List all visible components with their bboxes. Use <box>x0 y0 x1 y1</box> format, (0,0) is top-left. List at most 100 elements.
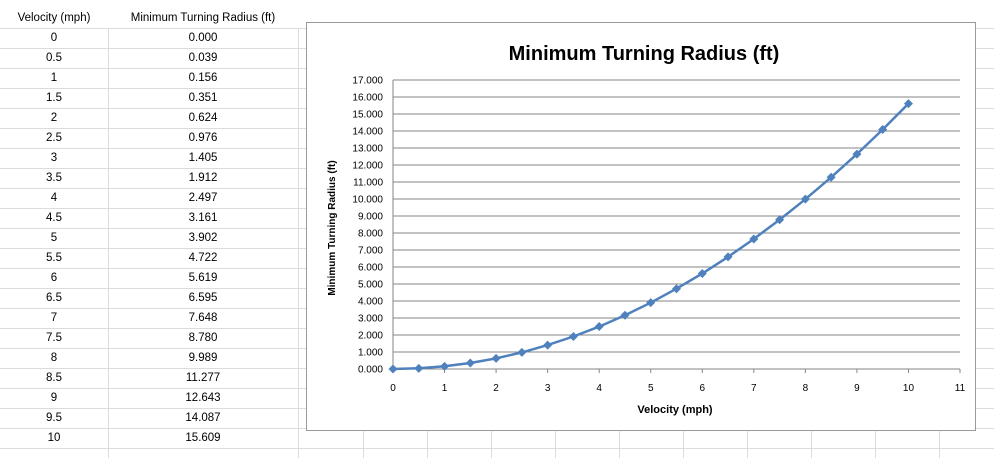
data-point-marker <box>826 172 836 182</box>
velocity-cell[interactable]: 4.5 <box>46 212 62 224</box>
velocity-cell[interactable]: 3.5 <box>46 172 62 184</box>
velocity-cell[interactable]: 4 <box>50 192 58 204</box>
velocity-cell[interactable]: 8.5 <box>46 372 62 384</box>
velocity-cell[interactable]: 9 <box>50 392 58 404</box>
velocity-cell[interactable]: 1.5 <box>46 92 62 104</box>
y-tick-label: 17.000 <box>352 76 383 87</box>
data-point-marker <box>414 363 424 373</box>
velocity-cell[interactable]: 2 <box>50 112 58 124</box>
velocity-cell[interactable]: 0 <box>50 32 58 44</box>
radius-cell[interactable]: 4.722 <box>188 252 218 264</box>
data-point-marker <box>903 99 913 109</box>
radius-cell[interactable]: 3.161 <box>188 212 218 224</box>
y-tick-label: 2.000 <box>358 331 383 342</box>
y-tick-label: 6.000 <box>358 263 383 274</box>
data-point-marker <box>672 284 681 294</box>
data-point-marker <box>646 298 656 308</box>
x-tick-label: 2 <box>493 383 499 394</box>
data-point-marker <box>465 358 475 368</box>
radius-cell[interactable]: 9.989 <box>188 352 218 364</box>
x-axis-label: Velocity (mph) <box>637 404 713 416</box>
radius-cell[interactable]: 0.000 <box>188 32 218 44</box>
x-tick-labels: 0 1 2 3 4 5 6 7 8 9 10 11 <box>390 369 966 394</box>
velocity-cell[interactable]: 6 <box>50 272 58 284</box>
column-header-velocity[interactable]: Velocity (mph) <box>17 12 91 24</box>
radius-cell[interactable]: 0.351 <box>188 92 218 104</box>
x-tick-label: 7 <box>751 383 757 394</box>
series-markers <box>388 99 913 374</box>
y-tick-label: 1.000 <box>358 348 383 359</box>
radius-cell[interactable]: 2.497 <box>188 192 218 204</box>
radius-cell[interactable]: 12.643 <box>185 392 221 404</box>
y-tick-label: 5.000 <box>358 280 383 291</box>
line-chart: 0.000 1.000 2.000 3.000 4.000 5.000 6.000 7.000… <box>327 43 966 416</box>
x-tick-label: 6 <box>699 383 705 394</box>
x-tick-label: 1 <box>442 383 448 394</box>
radius-cell[interactable]: 14.087 <box>185 412 221 424</box>
y-tick-label: 11.000 <box>353 178 383 189</box>
data-point-marker <box>620 310 630 320</box>
x-tick-label: 10 <box>903 383 915 394</box>
velocity-cell[interactable]: 7.5 <box>46 332 62 344</box>
y-tick-label: 7.000 <box>358 246 383 257</box>
radius-cell[interactable]: 0.156 <box>188 72 218 84</box>
y-gridlines <box>393 79 960 353</box>
data-point-marker <box>749 234 759 244</box>
y-tick-label: 10.000 <box>352 195 383 206</box>
radius-cell[interactable]: 1.405 <box>188 152 218 164</box>
x-tick-label: 8 <box>803 383 809 394</box>
data-point-marker <box>852 149 862 159</box>
data-point-marker <box>491 353 501 363</box>
x-tick-label: 5 <box>648 383 654 394</box>
radius-cell[interactable]: 7.648 <box>188 312 218 324</box>
radius-cell[interactable]: 6.595 <box>188 292 218 304</box>
y-tick-label: 8.000 <box>358 229 383 240</box>
data-point-marker <box>440 361 450 371</box>
data-point-marker <box>388 364 398 374</box>
radius-cell[interactable]: 8.780 <box>188 332 218 344</box>
x-tick-label: 4 <box>596 383 602 394</box>
y-tick-label: 4.000 <box>358 297 383 308</box>
velocity-cell[interactable]: 10 <box>47 432 61 444</box>
radius-cell[interactable]: 11.277 <box>185 372 221 384</box>
y-tick-label: 12.000 <box>352 161 383 172</box>
velocity-cell[interactable]: 8 <box>50 352 58 364</box>
data-point-marker <box>543 340 553 350</box>
data-point-marker <box>775 215 785 225</box>
velocity-cell[interactable]: 3 <box>50 152 58 164</box>
velocity-cell[interactable]: 7 <box>50 312 58 324</box>
y-tick-labels: 0.000 1.000 2.000 3.000 4.000 5.000 6.000 7.000… <box>352 76 383 376</box>
velocity-cell[interactable]: 2.5 <box>46 132 62 144</box>
column-header-radius[interactable]: Minimum Turning Radius (ft) <box>130 12 276 24</box>
radius-cell[interactable]: 0.624 <box>188 112 218 124</box>
y-tick-label: 0.000 <box>358 365 383 376</box>
radius-cell[interactable]: 5.619 <box>188 272 218 284</box>
velocity-cell[interactable]: 6.5 <box>46 292 62 304</box>
radius-cell[interactable]: 0.976 <box>188 132 218 144</box>
radius-cell[interactable]: 1.912 <box>188 172 218 184</box>
velocity-cell[interactable]: 9.5 <box>46 412 62 424</box>
velocity-cell[interactable]: 5.5 <box>46 252 62 264</box>
data-point-marker <box>594 322 604 332</box>
data-point-marker <box>723 252 733 262</box>
y-axis-label: Minimum Turning Radius (ft) <box>327 160 338 295</box>
data-point-marker <box>568 331 578 341</box>
series-line <box>392 102 910 371</box>
chart-area[interactable]: 0.000 1.000 2.000 3.000 4.000 5.000 6.000 7.000… <box>306 22 976 431</box>
data-point-marker <box>800 194 810 204</box>
velocity-cell[interactable]: 1 <box>50 72 58 84</box>
y-tick-label: 15.000 <box>352 110 383 121</box>
radius-cell[interactable]: 3.902 <box>188 232 218 244</box>
data-point-marker <box>697 268 707 278</box>
radius-cell[interactable]: 0.039 <box>188 52 218 64</box>
velocity-cell[interactable]: 0.5 <box>46 52 62 64</box>
data-point-marker <box>517 347 527 357</box>
y-tick-label: 13.000 <box>352 144 383 155</box>
y-tick-label: 16.000 <box>352 93 383 104</box>
y-tick-label: 14.000 <box>352 127 383 138</box>
radius-cell[interactable]: 15.609 <box>185 432 221 444</box>
velocity-cell[interactable]: 5 <box>50 232 58 244</box>
x-tick-label: 3 <box>545 383 551 394</box>
y-tick-label: 3.000 <box>358 314 383 325</box>
